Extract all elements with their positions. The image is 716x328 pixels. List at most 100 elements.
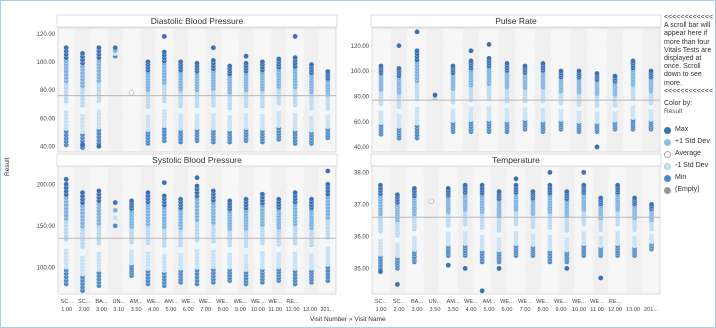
x-tick-label-name: AM... (446, 299, 459, 305)
x-tick-label-number: 4.00 (466, 307, 477, 313)
data-point (325, 181, 331, 187)
x-tick-label-number: 3.50 (131, 307, 142, 313)
legend-item-average[interactable]: Average (664, 148, 716, 160)
data-point (63, 181, 69, 187)
data-point-outlier (598, 275, 604, 281)
color-by-value: Result (664, 108, 683, 116)
data-point-outlier (194, 175, 200, 181)
x-tick-label-number: 13.00 (303, 307, 317, 313)
legend-item-minus-1-std-dev[interactable]: -1 Std Dev (664, 160, 716, 172)
data-point (615, 182, 621, 188)
y-tick-label: 80.00 (40, 88, 56, 94)
x-tick-label-number: 6.00 (183, 307, 194, 313)
x-tick-label-number: 1.00 (376, 307, 387, 313)
data-point-outlier (80, 142, 85, 148)
data-point (227, 63, 233, 69)
x-tick-label-name: WE... (572, 299, 586, 305)
x-tick-label-name: WE... (181, 299, 195, 305)
y-tick-label: 80.00 (354, 95, 370, 101)
legend-dot-icon (664, 138, 671, 146)
legend-dot-icon (664, 174, 671, 182)
data-point (631, 195, 638, 201)
data-point (292, 189, 298, 196)
y-tick-label: 35.00 (354, 267, 370, 273)
x-tick-label-name: SC... (60, 299, 73, 305)
x-tick-label-name: BA... (95, 299, 108, 305)
x-tick-label-name: AM... (130, 299, 143, 305)
data-point (112, 199, 118, 206)
x-tick-label-number: 9.00 (556, 307, 567, 313)
x-tick-label-name: WE... (251, 299, 265, 305)
data-point (259, 59, 266, 65)
data-point (210, 188, 216, 194)
data-point (161, 49, 167, 55)
data-point-outlier (513, 176, 519, 182)
data-point-outlier (210, 45, 216, 51)
data-point (504, 60, 510, 67)
data-point-outlier (479, 288, 485, 294)
legend-label: Max (675, 126, 689, 134)
data-point (594, 70, 600, 77)
data-point (576, 68, 582, 74)
data-point (540, 60, 546, 67)
x-tick-label-number: 3.50 (430, 307, 441, 313)
data-point-outlier (468, 48, 474, 54)
data-point (522, 63, 528, 69)
data-point (581, 182, 587, 188)
x-tick-label-number: 11.00 (268, 307, 282, 313)
data-point (79, 189, 86, 196)
column-band (124, 29, 139, 151)
data-point-outlier (378, 269, 383, 274)
data-point (259, 191, 266, 197)
data-point-outlier (395, 282, 400, 287)
legend-label: +1 Std Dev (675, 138, 710, 146)
x-tick-label-name: WE... (554, 299, 568, 305)
x-tick-label-name: AM... (164, 299, 177, 305)
y-tick-label: 37.00 (354, 203, 370, 209)
data-point (325, 69, 331, 75)
y-tick-label: 150.00 (37, 224, 56, 230)
data-point (396, 65, 402, 72)
x-tick-label-name: WE... (268, 299, 282, 305)
data-point (292, 54, 298, 61)
data-point (547, 182, 553, 188)
x-tick-label-name: RE... (286, 299, 299, 305)
x-tick-label-number: 10.00 (572, 307, 586, 313)
y-axis-label: Result (4, 157, 11, 176)
y-tick-label: 60.00 (354, 120, 370, 126)
legend-label: (Empty) (675, 186, 700, 194)
data-point (194, 183, 200, 189)
data-point (445, 185, 451, 192)
x-tick-label-number: 1.00 (61, 307, 72, 313)
data-point (558, 68, 564, 74)
data-point-outlier (161, 34, 167, 39)
legend-item-plus-1-std-dev[interactable]: +1 Std Dev (664, 136, 716, 148)
x-tick-label-number: 13.00 (626, 307, 640, 313)
data-point (468, 58, 474, 64)
y-tick-label: 200.00 (37, 182, 56, 188)
x-tick-label-number: 9.00 (235, 307, 246, 313)
data-point (564, 188, 570, 195)
data-point (432, 92, 438, 98)
data-point (194, 60, 200, 66)
y-tick-label: 38.00 (354, 171, 370, 177)
data-point (145, 189, 151, 196)
data-point-outlier (462, 266, 468, 271)
legend-item-empty[interactable]: (Empty) (664, 184, 716, 196)
panel-title: Systolic Blood Pressure (152, 155, 242, 165)
legend-label: Average (675, 150, 701, 158)
x-tick-label-number: 10.00 (251, 307, 265, 313)
x-tick-label-number: 12.00 (286, 307, 300, 313)
data-point (112, 215, 118, 221)
x-tick-label-number: 5.00 (165, 307, 176, 313)
y-tick-label: 120.00 (37, 32, 56, 38)
data-point (243, 60, 249, 66)
x-tick-label-number: 2.00 (394, 307, 405, 313)
x-tick-label-number: 201... (320, 307, 334, 313)
x-tick-label-number: 201... (644, 307, 658, 313)
data-point (414, 48, 420, 54)
data-point (128, 198, 135, 204)
color-by-label: Color by: (664, 100, 693, 108)
legend-item-max[interactable]: Max (664, 124, 716, 136)
legend-item-min[interactable]: Min (664, 172, 716, 184)
